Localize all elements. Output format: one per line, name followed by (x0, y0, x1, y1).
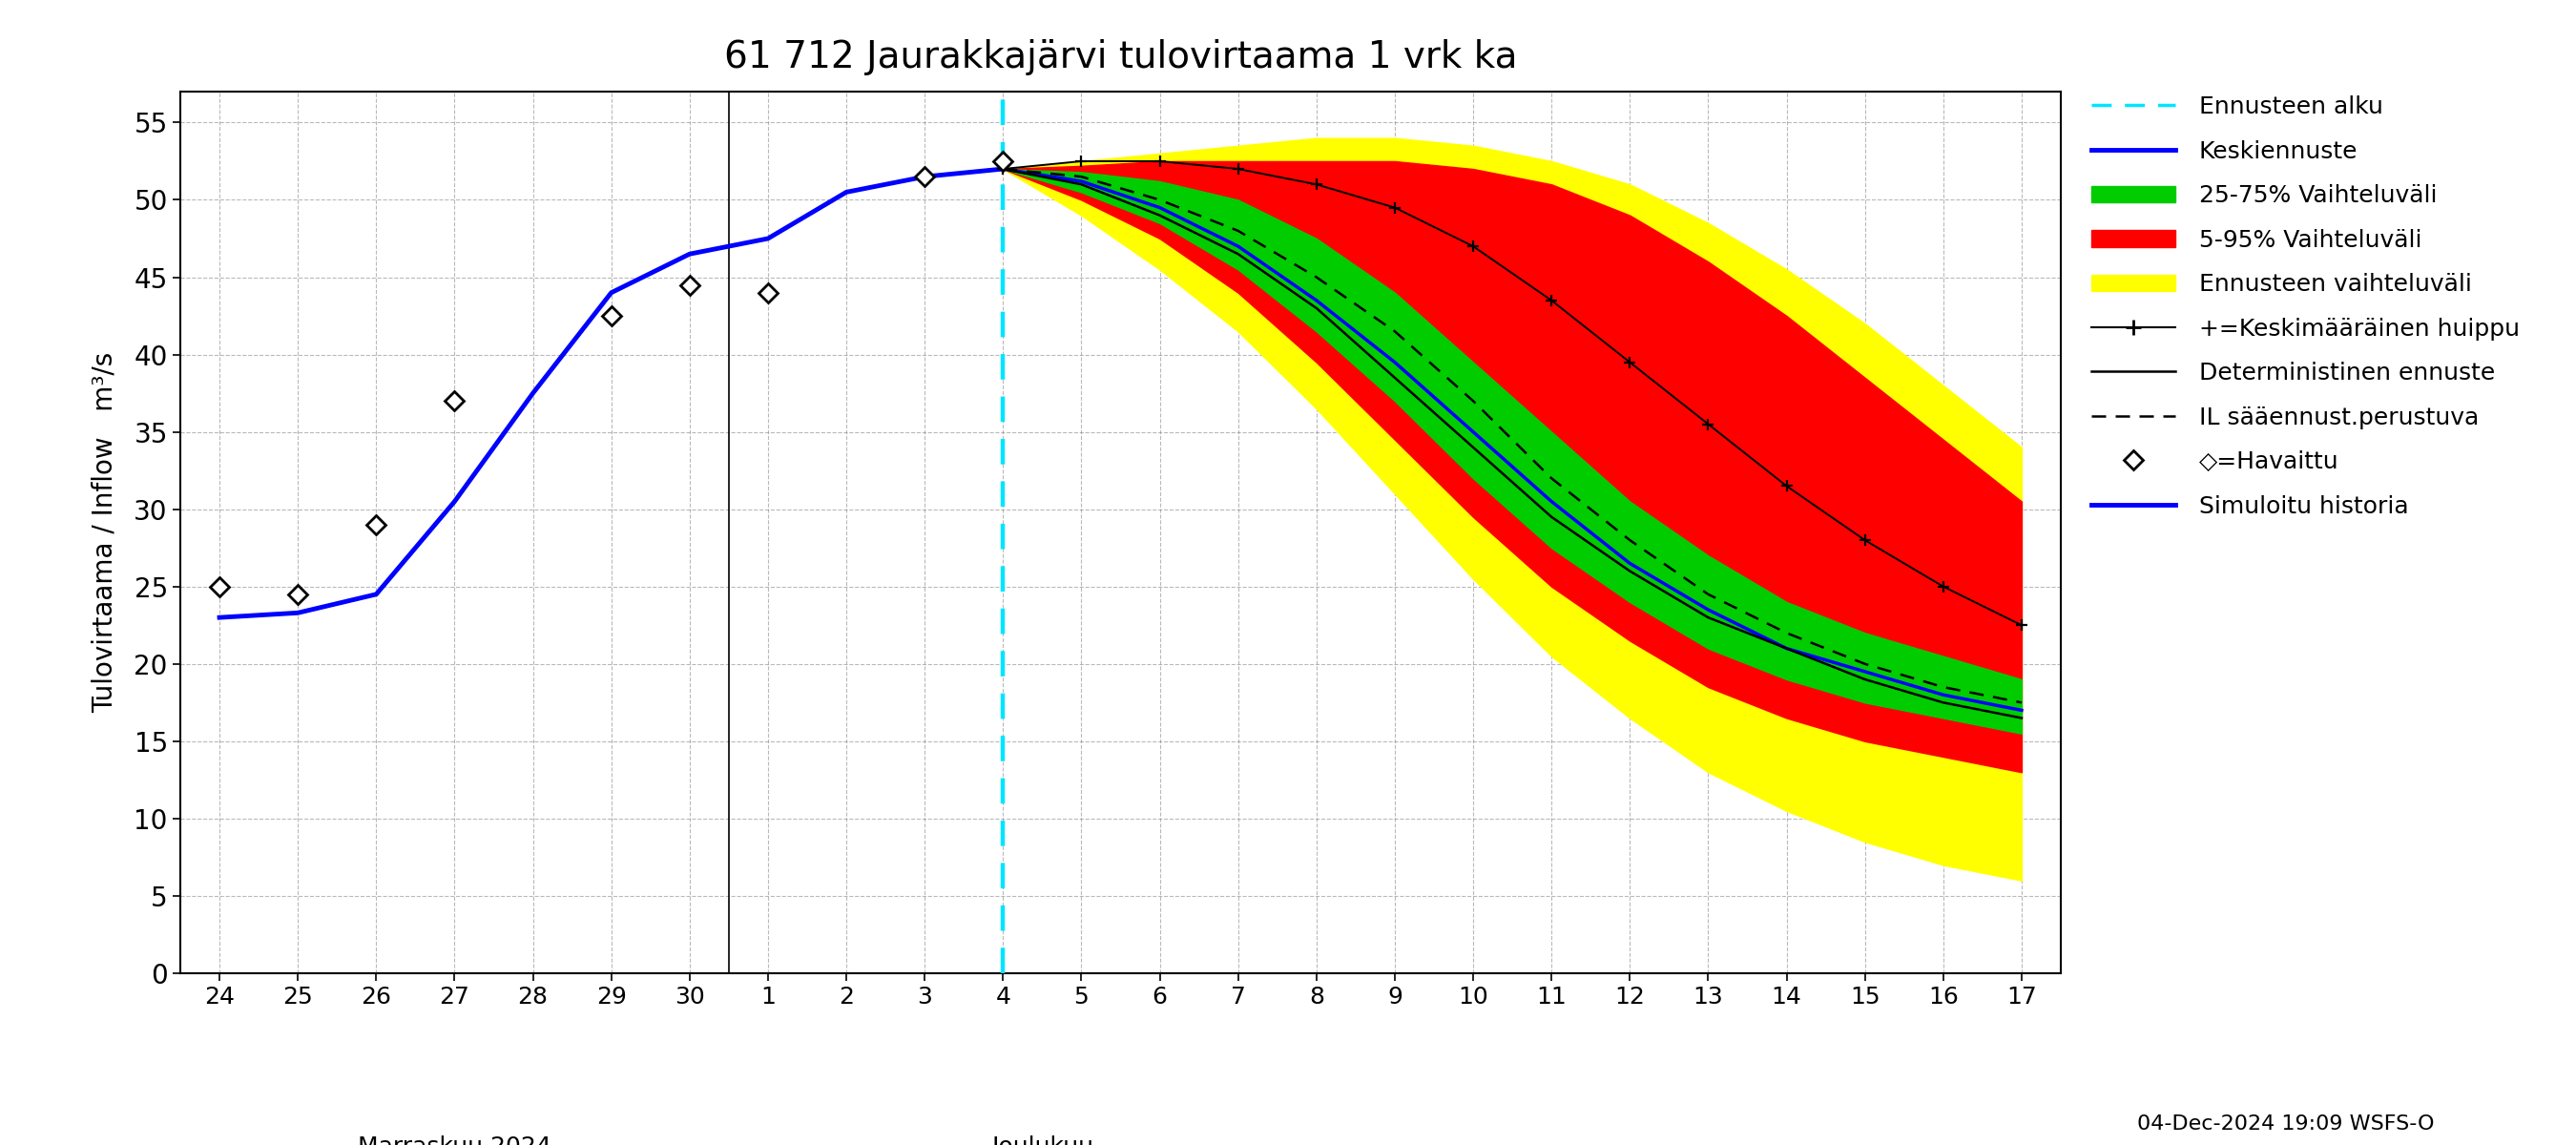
Text: Joulukuu
December: Joulukuu December (981, 1136, 1105, 1145)
Y-axis label: Tulovirtaama / Inflow   m³/s: Tulovirtaama / Inflow m³/s (90, 352, 118, 713)
Text: Marraskuu 2024
November: Marraskuu 2024 November (358, 1136, 551, 1145)
Text: 04-Dec-2024 19:09 WSFS-O: 04-Dec-2024 19:09 WSFS-O (2138, 1114, 2434, 1134)
Title: 61 712 Jaurakkajärvi tulovirtaama 1 vrk ka: 61 712 Jaurakkajärvi tulovirtaama 1 vrk … (724, 39, 1517, 76)
Legend: Ennusteen alku, Keskiennuste, 25-75% Vaihteluväli, 5-95% Vaihteluväli, Ennusteen: Ennusteen alku, Keskiennuste, 25-75% Vai… (2081, 86, 2530, 527)
